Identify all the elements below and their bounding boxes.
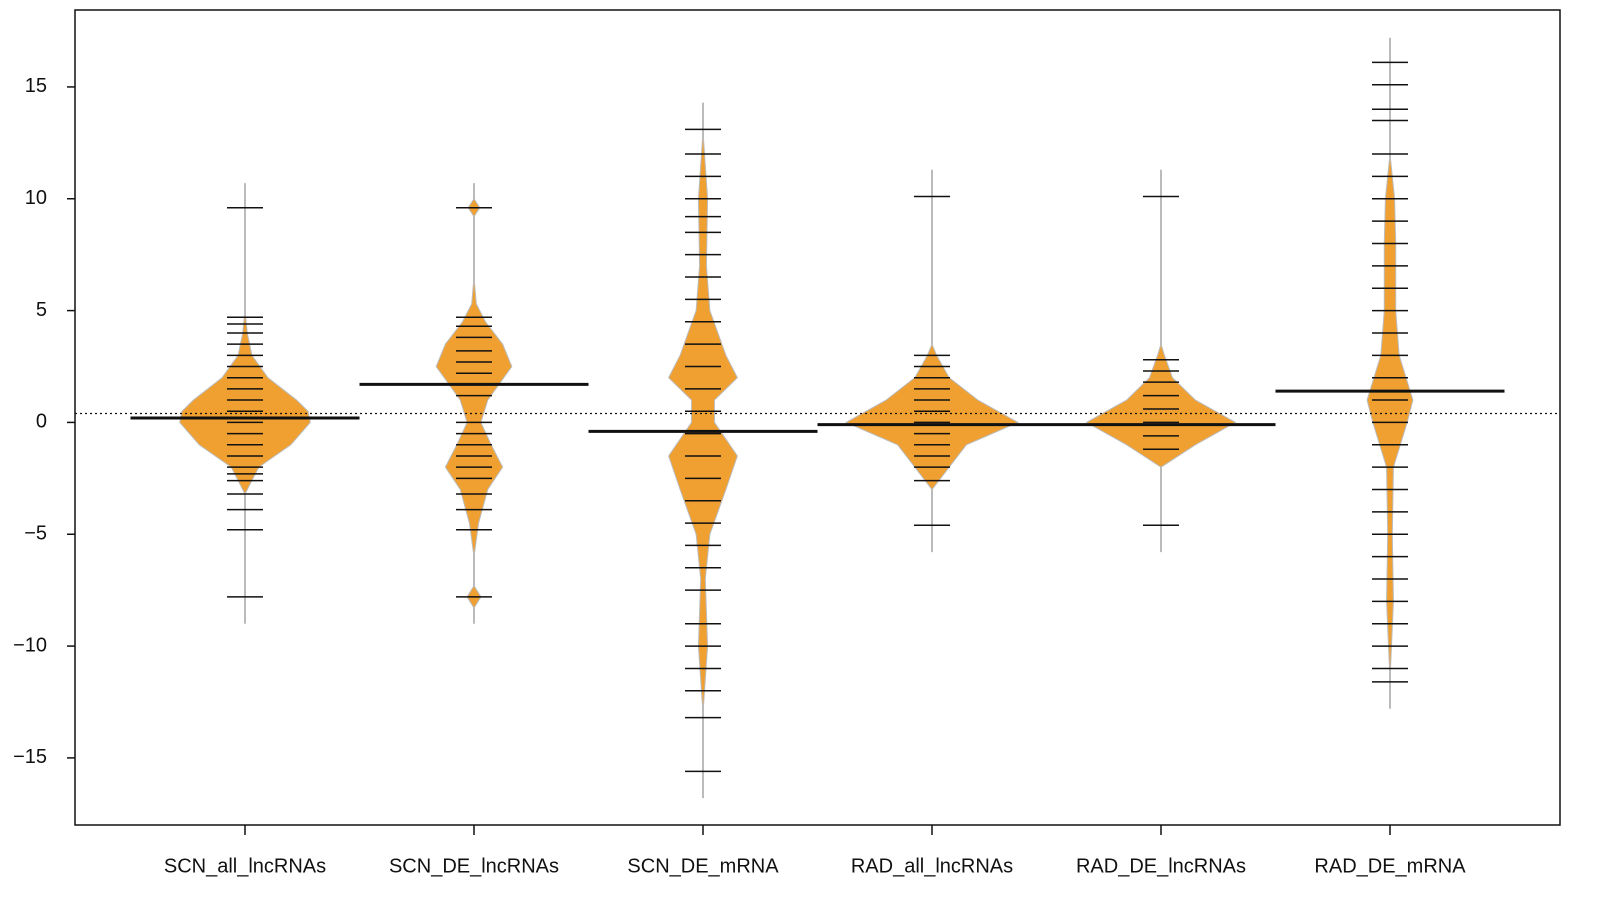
bean <box>668 131 738 714</box>
x-tick-label: RAD_all_lncRNAs <box>851 855 1013 877</box>
x-tick-label: SCN_DE_mRNA <box>627 855 779 877</box>
y-tick-label: 15 <box>25 75 47 97</box>
y-tick-label: −10 <box>13 634 47 656</box>
bean <box>1085 342 1237 468</box>
x-tick-label: SCN_DE_lncRNAs <box>389 855 559 877</box>
y-tick-label: −15 <box>13 746 47 768</box>
plot-frame <box>74 9 1561 826</box>
bean <box>179 310 311 496</box>
bean <box>435 197 513 610</box>
y-tick-label: 0 <box>36 411 47 433</box>
y-tick-label: −5 <box>24 523 47 545</box>
bean <box>844 342 1020 491</box>
x-tick-label: RAD_DE_mRNA <box>1314 855 1466 877</box>
x-tick-label: SCN_all_lncRNAs <box>164 855 326 877</box>
x-tick-label: RAD_DE_lncRNAs <box>1076 855 1246 877</box>
y-tick-label: 5 <box>36 299 47 321</box>
y-tick-label: 10 <box>25 187 47 209</box>
